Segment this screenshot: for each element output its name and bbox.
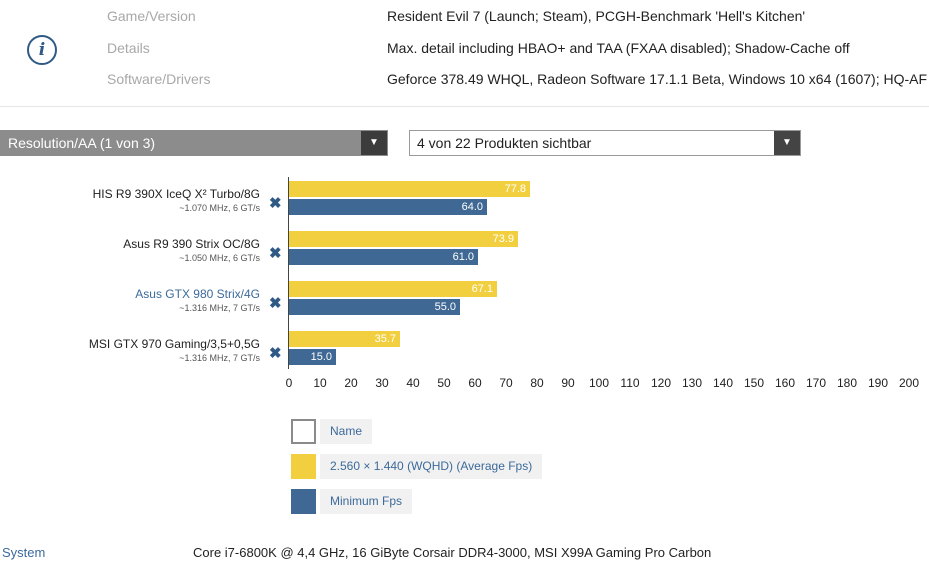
chevron-down-icon[interactable]: ▼ bbox=[361, 131, 387, 155]
products-select[interactable]: 4 von 22 Produkten sichtbar ▼ bbox=[409, 130, 801, 156]
category-spec: ~1.070 MHz, 6 GT/s bbox=[179, 203, 260, 213]
resolution-select-value: Resolution/AA (1 von 3) bbox=[8, 135, 156, 151]
x-tick-label: 130 bbox=[681, 376, 703, 390]
benchmark-info-panel: i Game/Version Resident Evil 7 (Launch; … bbox=[0, 0, 929, 106]
bar-minimum-fps: 61.0 bbox=[289, 249, 478, 265]
x-tick-label: 80 bbox=[530, 376, 544, 390]
legend-label-minimum-fps[interactable]: Minimum Fps bbox=[320, 489, 413, 514]
resolution-select[interactable]: Resolution/AA (1 von 3) ▼ bbox=[0, 130, 388, 156]
header-divider bbox=[0, 106, 929, 107]
x-tick-label: 110 bbox=[620, 376, 640, 390]
bar-value-label: 67.1 bbox=[471, 283, 493, 295]
x-tick-label: 180 bbox=[836, 376, 858, 390]
bar-minimum-fps: 15.0 bbox=[289, 349, 336, 365]
legend-label-average-fps[interactable]: 2.560 × 1.440 (WQHD) (Average Fps) bbox=[320, 454, 543, 479]
info-value-details: Max. detail including HBAO+ and TAA (FXA… bbox=[387, 40, 850, 56]
legend-swatch-average-fps[interactable] bbox=[291, 454, 316, 479]
bar-average-fps: 73.9 bbox=[289, 231, 518, 247]
x-tick-label: 170 bbox=[805, 376, 827, 390]
bar-average-fps: 67.1 bbox=[289, 281, 497, 297]
x-tick-label: 50 bbox=[437, 376, 451, 390]
legend-label-name[interactable]: Name bbox=[320, 419, 373, 444]
products-select-value: 4 von 22 Produkten sichtbar bbox=[417, 135, 592, 151]
y-axis-line bbox=[288, 177, 289, 369]
system-value: Core i7-6800K @ 4,4 GHz, 16 GiByte Corsa… bbox=[193, 545, 712, 560]
bar-value-label: 73.9 bbox=[492, 233, 514, 245]
x-tick-label: 30 bbox=[375, 376, 389, 390]
category-spec: ~1.316 MHz, 7 GT/s bbox=[179, 303, 260, 313]
info-label-details: Details bbox=[107, 40, 150, 56]
x-tick-label: 90 bbox=[561, 376, 575, 390]
remove-product-icon[interactable]: ✖ bbox=[269, 195, 282, 212]
x-tick-label: 100 bbox=[588, 376, 610, 390]
info-label-software-drivers: Software/Drivers bbox=[107, 71, 211, 87]
x-tick-label: 10 bbox=[313, 376, 327, 390]
x-tick-label: 20 bbox=[344, 376, 358, 390]
info-value-game-version: Resident Evil 7 (Launch; Steam), PCGH-Be… bbox=[387, 8, 806, 24]
x-tick-label: 200 bbox=[898, 376, 920, 390]
info-icon: i bbox=[27, 35, 57, 65]
x-tick-label: 160 bbox=[774, 376, 796, 390]
x-tick-label: 0 bbox=[285, 376, 293, 390]
bar-value-label: 55.0 bbox=[434, 301, 456, 313]
x-tick-label: 40 bbox=[406, 376, 420, 390]
bar-value-label: 77.8 bbox=[504, 183, 526, 195]
bar-value-label: 61.0 bbox=[452, 251, 474, 263]
category-name: HIS R9 390X IceQ X² Turbo/8G bbox=[92, 187, 260, 201]
x-tick-label: 120 bbox=[650, 376, 672, 390]
remove-product-icon[interactable]: ✖ bbox=[269, 345, 282, 362]
info-value-software-drivers: Geforce 378.49 WHQL, Radeon Software 17.… bbox=[387, 71, 928, 87]
category-spec: ~1.316 MHz, 7 GT/s bbox=[179, 353, 260, 363]
x-tick-label: 60 bbox=[468, 376, 482, 390]
legend-swatch-name[interactable] bbox=[291, 419, 316, 444]
x-tick-label: 140 bbox=[712, 376, 734, 390]
category-name: MSI GTX 970 Gaming/3,5+0,5G bbox=[88, 337, 260, 351]
bar-value-label: 64.0 bbox=[461, 201, 483, 213]
info-label-game-version: Game/Version bbox=[107, 8, 196, 24]
category-name: Asus R9 390 Strix OC/8G bbox=[123, 237, 260, 251]
bar-average-fps: 77.8 bbox=[289, 181, 530, 197]
x-tick-label: 150 bbox=[743, 376, 765, 390]
bar-minimum-fps: 55.0 bbox=[289, 299, 460, 315]
bar-average-fps: 35.7 bbox=[289, 331, 400, 347]
x-tick-label: 190 bbox=[867, 376, 889, 390]
bar-value-label: 35.7 bbox=[374, 333, 396, 345]
category-spec: ~1.050 MHz, 6 GT/s bbox=[179, 253, 260, 263]
x-tick-label: 70 bbox=[499, 376, 513, 390]
bar-value-label: 15.0 bbox=[310, 351, 332, 363]
system-label: System bbox=[2, 545, 46, 560]
category-name[interactable]: Asus GTX 980 Strix/4G bbox=[135, 287, 260, 301]
chevron-down-icon[interactable]: ▼ bbox=[774, 131, 800, 155]
remove-product-icon[interactable]: ✖ bbox=[269, 245, 282, 262]
legend-swatch-minimum-fps[interactable] bbox=[291, 489, 316, 514]
remove-product-icon[interactable]: ✖ bbox=[269, 295, 282, 312]
bar-minimum-fps: 64.0 bbox=[289, 199, 487, 215]
